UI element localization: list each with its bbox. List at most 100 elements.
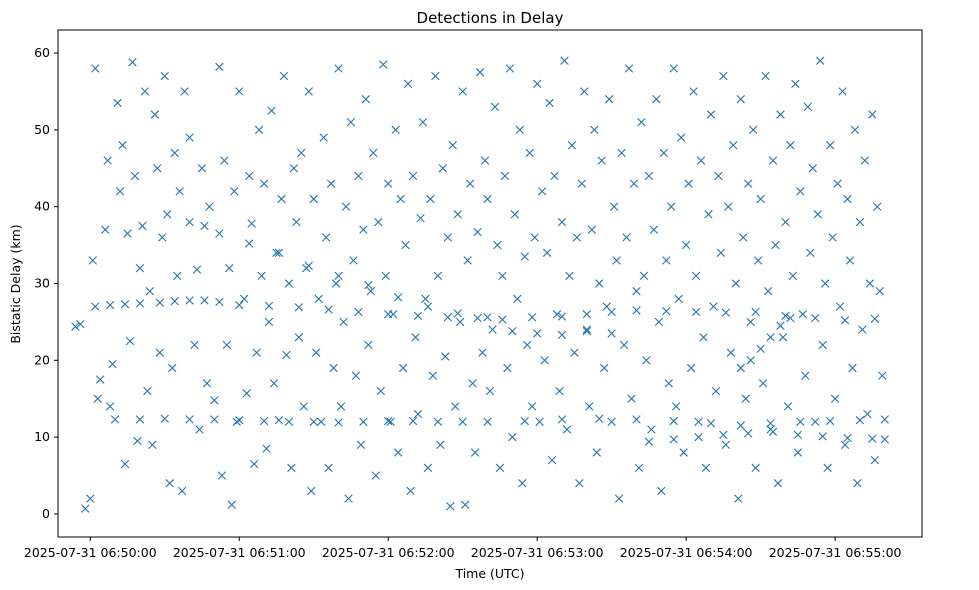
data-point <box>93 394 102 403</box>
data-point <box>868 434 877 443</box>
data-point <box>222 340 232 350</box>
data-point <box>205 202 214 211</box>
data-point <box>458 417 467 426</box>
x-tick-label: 2025-07-31 06:53:00 <box>471 545 604 560</box>
y-tick-label: 20 <box>34 352 50 367</box>
data-point <box>76 320 85 329</box>
data-point <box>793 430 803 440</box>
data-point <box>704 210 713 219</box>
data-point <box>684 179 693 188</box>
data-point <box>736 421 745 430</box>
data-point <box>480 156 490 165</box>
data-point <box>428 371 438 380</box>
data-point <box>657 486 666 496</box>
data-point <box>736 363 745 373</box>
data-point <box>721 440 731 450</box>
data-point <box>225 263 234 273</box>
data-point <box>503 363 512 373</box>
data-point <box>331 279 341 288</box>
data-point <box>776 110 785 119</box>
data-point <box>766 419 775 428</box>
data-point <box>446 502 455 511</box>
data-point <box>361 94 371 104</box>
data-point <box>277 194 286 204</box>
data-point <box>557 312 567 321</box>
data-point <box>284 417 294 426</box>
data-point <box>453 309 462 318</box>
data-point <box>744 179 753 188</box>
data-point <box>282 350 291 360</box>
data-point <box>624 64 634 73</box>
data-point <box>406 486 415 496</box>
y-tick-label: 0 <box>42 506 50 521</box>
data-point <box>460 500 470 509</box>
data-point <box>649 225 659 234</box>
data-point <box>818 432 827 441</box>
data-point <box>729 141 738 150</box>
data-point <box>662 256 671 265</box>
data-point <box>175 187 184 196</box>
data-point <box>235 87 244 96</box>
data-point <box>669 64 678 73</box>
data-point <box>81 504 90 513</box>
data-point <box>689 87 698 96</box>
data-point <box>356 440 366 450</box>
data-point <box>582 310 592 319</box>
data-point <box>490 102 500 112</box>
data-point <box>818 340 827 350</box>
data-point <box>823 463 832 473</box>
data-point <box>545 98 554 108</box>
data-point <box>865 279 875 288</box>
data-point <box>150 110 160 119</box>
data-point <box>138 221 147 231</box>
data-point <box>403 79 413 88</box>
data-point <box>870 314 880 324</box>
data-point <box>324 305 333 314</box>
data-point <box>200 221 209 231</box>
data-point <box>763 286 773 296</box>
data-point <box>652 94 661 104</box>
data-point <box>143 386 152 396</box>
data-point <box>254 125 264 135</box>
data-point <box>401 240 410 250</box>
data-point <box>110 415 120 424</box>
data-point <box>262 444 271 453</box>
data-point <box>676 133 686 142</box>
data-point <box>756 194 765 204</box>
data-point <box>855 217 865 227</box>
data-point <box>778 333 788 342</box>
data-point <box>746 356 755 365</box>
data-point <box>776 321 785 330</box>
data-point <box>664 379 673 388</box>
data-point <box>726 348 736 357</box>
data-point <box>441 352 450 361</box>
data-point <box>468 379 477 388</box>
data-point <box>133 436 142 446</box>
data-point <box>465 179 475 188</box>
data-point <box>135 263 145 273</box>
data-point <box>202 379 212 388</box>
x-tick-label: 2025-07-31 06:55:00 <box>769 545 902 560</box>
data-point <box>319 133 328 142</box>
data-point <box>396 194 405 204</box>
data-point <box>488 325 497 334</box>
data-point <box>292 217 301 227</box>
data-point <box>629 179 639 188</box>
data-point <box>192 265 202 274</box>
data-point <box>483 417 492 426</box>
data-point <box>523 340 532 350</box>
data-point <box>423 302 433 311</box>
data-point <box>436 440 445 450</box>
data-point <box>309 417 318 426</box>
data-point <box>321 233 331 242</box>
data-point <box>736 94 745 104</box>
data-point <box>307 486 316 496</box>
data-point <box>232 417 241 426</box>
data-point <box>334 64 343 73</box>
data-point <box>393 293 403 302</box>
data-point <box>312 348 321 357</box>
data-point <box>408 416 418 426</box>
data-point <box>575 479 584 488</box>
data-point <box>654 317 664 327</box>
data-point <box>838 87 847 96</box>
